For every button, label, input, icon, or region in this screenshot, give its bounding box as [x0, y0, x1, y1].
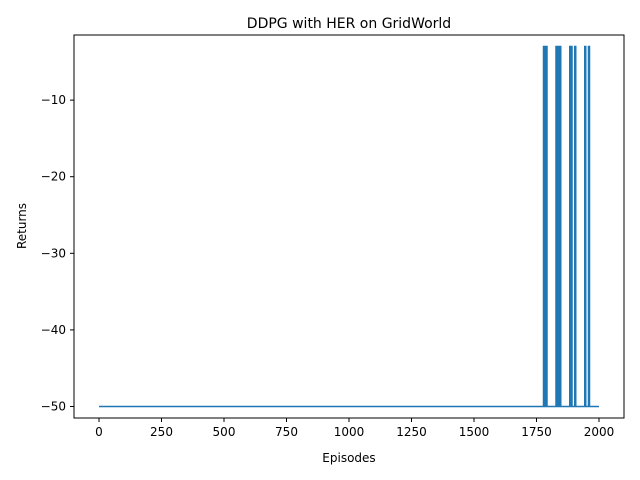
x-tick-label: 500 — [213, 425, 236, 439]
y-axis-label: Returns — [15, 203, 29, 249]
x-tick-label: 1500 — [459, 425, 490, 439]
series-line — [99, 45, 599, 408]
y-axis: −50 −40 −30 −20 −10 — [41, 93, 74, 414]
y-tick-label: −10 — [41, 93, 66, 107]
x-tick-label: 750 — [275, 425, 298, 439]
x-tick-label: 2000 — [584, 425, 615, 439]
y-tick-label: −50 — [41, 400, 66, 414]
y-tick-label: −40 — [41, 323, 66, 337]
x-tick-label: 0 — [95, 425, 103, 439]
x-tick-label: 1000 — [334, 425, 365, 439]
x-axis: 0 250 500 750 1000 1250 1500 1750 2000 — [95, 418, 614, 439]
x-axis-label: Episodes — [322, 451, 375, 465]
chart-title: DDPG with HER on GridWorld — [247, 16, 451, 32]
x-tick-label: 1250 — [396, 425, 427, 439]
x-tick-label: 1750 — [521, 425, 552, 439]
plot-frame — [73, 34, 625, 419]
x-tick-label: 250 — [150, 425, 173, 439]
y-tick-label: −30 — [41, 246, 66, 260]
plot-area — [99, 45, 599, 408]
y-tick-label: −20 — [41, 170, 66, 184]
